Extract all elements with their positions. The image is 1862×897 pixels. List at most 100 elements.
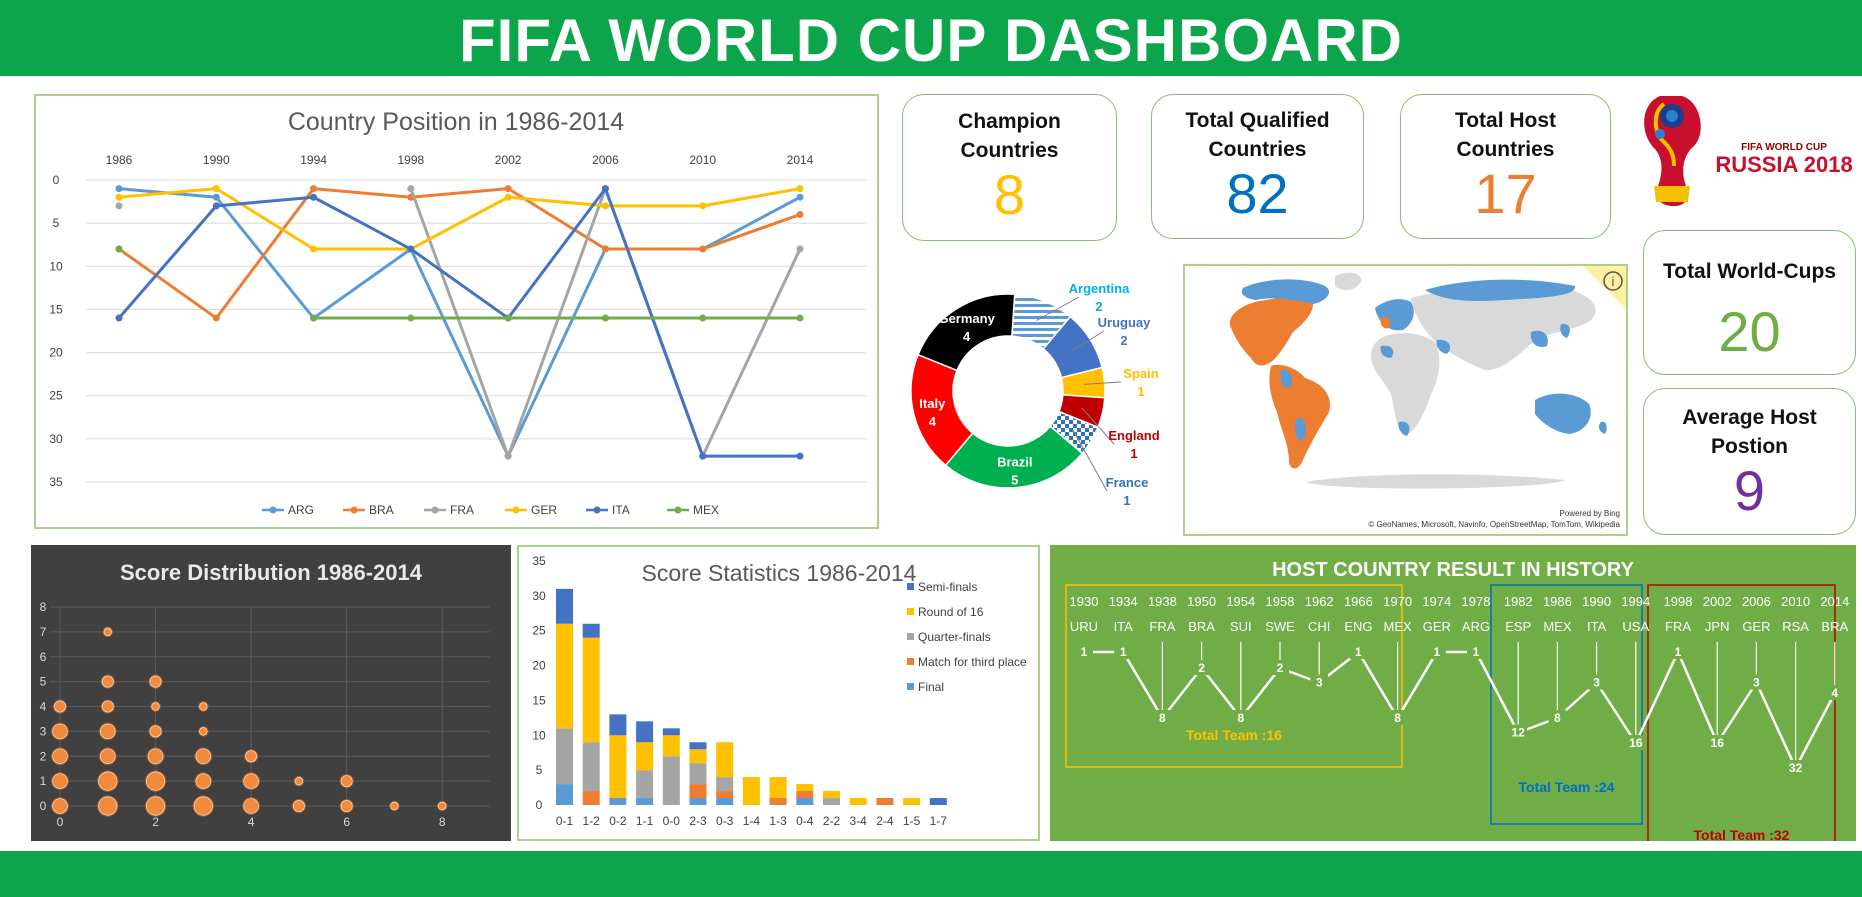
y-tick-label: 0	[53, 173, 60, 187]
host-group-label: Total Team :16	[1186, 727, 1282, 743]
host-value-bg	[1114, 644, 1133, 659]
host-country-label: MEX	[1543, 619, 1572, 634]
x-tick-label: 0-4	[796, 814, 814, 828]
map-credit-sources: © GeoNames, Microsoft, Navinfo, OpenStre…	[1368, 520, 1620, 529]
host-country-label: GER	[1742, 619, 1770, 634]
bar-segment-quarter-finals	[823, 798, 840, 805]
europe-host-shape	[1380, 316, 1391, 329]
data-point-fra	[407, 185, 415, 193]
host-value-bg	[1708, 735, 1727, 750]
host-value-label: 8	[1394, 711, 1401, 725]
data-point-ita	[407, 245, 415, 253]
x-tick-label: 0-3	[716, 814, 734, 828]
champion-countries-value: 8	[993, 163, 1026, 226]
data-point-ger	[796, 185, 804, 193]
champion-donut-panel: Argentina 2 Uruguay 2 Spain 1 England 1 France 1 B…	[893, 268, 1173, 518]
bar-segment-final	[636, 798, 654, 805]
score-point	[294, 776, 304, 786]
legend-swatch	[907, 608, 914, 615]
x-tick-label: 2002	[495, 153, 522, 167]
score-point	[98, 771, 118, 791]
bar-segment-quarter-finals	[582, 742, 600, 792]
world-cup-trophy-icon: FIFA WORLD CUP RUSSIA 2018	[1644, 96, 1853, 206]
host-year-label: 1998	[1664, 594, 1693, 609]
host-value-bg	[1509, 724, 1528, 740]
score-distribution-title: Score Distribution 1986-2014	[120, 560, 423, 585]
host-year-label: 1970	[1383, 594, 1412, 609]
host-value-bg	[1587, 674, 1606, 690]
south-america-shape	[1269, 364, 1330, 469]
info-icon[interactable]	[1603, 271, 1623, 291]
bar-segment-match-for-third-place	[689, 784, 707, 799]
host-value-label: 3	[1753, 676, 1760, 690]
bar-segment-round-of-16	[716, 742, 734, 778]
host-value-bg	[1388, 710, 1407, 725]
host-value-bg	[1548, 710, 1567, 725]
data-point-mex	[310, 314, 318, 322]
host-year-label: 2014	[1820, 594, 1849, 609]
y-tick-label: 3	[40, 724, 47, 738]
host-group-label: Total Team :32	[1694, 827, 1790, 841]
host-value-label: 1	[1473, 645, 1480, 659]
legend-label: Semi-finals	[918, 580, 977, 594]
x-tick-label: 2006	[592, 153, 619, 167]
bar-segment-final	[609, 798, 627, 805]
asia-qualified-shape	[1436, 323, 1570, 354]
australia-shape	[1535, 393, 1591, 434]
bar-segment-match-for-third-place	[769, 798, 787, 805]
bar-segment-final	[716, 798, 734, 805]
position-chart-title: Country Position in 1986-2014	[288, 108, 624, 136]
score-point	[243, 773, 259, 789]
slice-value-spain: 1	[1137, 384, 1144, 399]
host-year-label: 2010	[1781, 594, 1810, 609]
greenland-shape	[1335, 272, 1362, 291]
score-point	[145, 771, 166, 791]
dashboard-header: FIFA WORLD CUP DASHBOARD	[0, 0, 1862, 76]
host-country-label: FRA	[1149, 619, 1175, 634]
host-value-bg	[1747, 674, 1766, 690]
bar-segment-final	[556, 784, 573, 805]
bar-segment-round-of-16	[742, 777, 760, 805]
slice-value-england: 1	[1130, 446, 1137, 461]
score-point	[245, 750, 258, 763]
x-tick-label: 1-2	[583, 814, 601, 828]
x-tick-label: 1-4	[743, 814, 761, 828]
x-tick-label: 2010	[689, 153, 716, 167]
y-tick-label: 30	[49, 432, 63, 446]
bar-segment-round-of-16	[636, 742, 654, 771]
host-country-label: BRA	[1188, 619, 1215, 634]
bar-segment-quarter-finals	[556, 728, 573, 785]
south-america-qualified-shape	[1280, 369, 1306, 442]
score-point	[340, 799, 353, 812]
host-value-bg	[1192, 660, 1211, 675]
slice-label-germany: Germany	[938, 311, 995, 326]
data-point-mex	[115, 245, 123, 253]
host-year-label: 1930	[1070, 594, 1099, 609]
score-point	[195, 773, 212, 789]
data-point-ger	[115, 193, 123, 201]
legend-label-fra: FRA	[450, 503, 474, 517]
host-year-label: 1966	[1344, 594, 1373, 609]
slice-leader-line	[1072, 429, 1108, 492]
y-tick-label: 35	[532, 554, 546, 568]
host-history-chart: HOST COUNTRY RESULT IN HISTORY Total Team…	[1065, 559, 1849, 869]
bar-segment-round-of-16	[689, 749, 707, 764]
bar-segment-quarter-finals	[716, 777, 734, 792]
score-point	[199, 727, 208, 736]
total-host-label: Total Host Countries	[1454, 109, 1557, 161]
score-point	[101, 700, 114, 713]
slice-label-argentina: Argentina	[1069, 281, 1130, 296]
slice-leader-line	[1083, 381, 1122, 385]
score-distribution-chart: Score Distribution 1986-2014 0 1 2 3 4 5 6 7 8 0 2 4…	[40, 560, 490, 829]
host-country-label: ARG	[1462, 619, 1490, 634]
score-statistics-panel: Score Statistics 1986-2014 0 5 10 15 20 25 30 35…	[517, 545, 1040, 841]
host-result-line	[1084, 650, 1836, 770]
new-zealand-shape	[1598, 421, 1607, 434]
host-value-bg	[1467, 644, 1485, 659]
x-tick-label: 1-3	[769, 814, 787, 828]
score-point	[52, 748, 68, 765]
slice-brazil	[944, 425, 1084, 489]
data-point-mex	[504, 314, 512, 322]
data-point-mex	[699, 314, 707, 322]
host-country-label: SUI	[1230, 619, 1252, 634]
